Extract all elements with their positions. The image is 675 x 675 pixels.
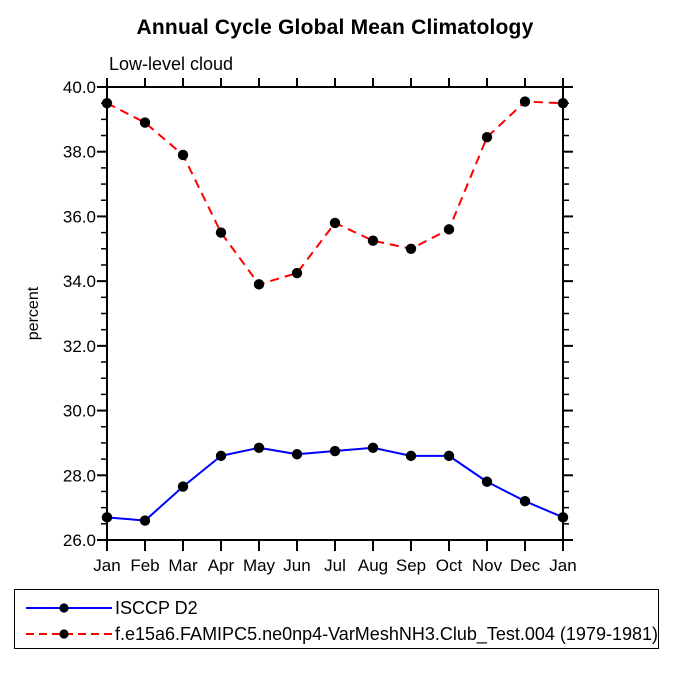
x-tick-label: Mar [168,556,198,575]
x-tick-label: Oct [436,556,463,575]
data-point-series-0 [443,450,455,462]
data-point-series-0 [253,442,265,453]
data-point-series-1 [177,149,189,161]
y-tick-label: 30.0 [63,402,96,421]
data-point-series-1 [291,267,303,279]
data-point-series-1 [405,243,417,254]
legend: ISCCP D2 f.e15a6.FAMIPC5.ne0np4-VarMeshN… [14,589,659,649]
data-point-series-0 [519,495,531,507]
data-point-series-0 [139,515,151,526]
data-point-series-1 [101,97,113,109]
data-point-series-1 [519,96,531,107]
data-point-series-0 [329,445,341,457]
legend-item-model: f.e15a6.FAMIPC5.ne0np4-VarMeshNH3.Club_T… [26,621,658,647]
y-tick-label: 28.0 [63,466,96,485]
y-tick-label: 26.0 [63,531,96,550]
x-tick-label: Aug [358,556,388,575]
data-point-series-0 [215,450,227,462]
y-axis-title: percent [25,286,42,340]
data-point-series-0 [405,450,417,462]
y-tick-label: 40.0 [63,78,96,97]
legend-label-isccp: ISCCP D2 [115,597,198,618]
data-point-series-1 [557,97,569,109]
data-point-series-1 [139,117,151,128]
data-point-series-0 [101,512,113,523]
legend-label-model: f.e15a6.FAMIPC5.ne0np4-VarMeshNH3.Club_T… [115,623,658,644]
x-tick-label: Jun [283,556,310,575]
x-tick-label: Feb [130,556,159,575]
data-point-series-1 [481,131,493,143]
legend-item-isccp: ISCCP D2 [26,595,658,621]
data-point-series-1 [215,227,227,238]
x-tick-label: Nov [472,556,503,575]
data-point-series-1 [367,235,379,246]
x-tick-label: Sep [396,556,426,575]
x-tick-label: Jul [324,556,346,575]
legend-swatch-solid-line [26,603,112,613]
data-point-series-0 [481,476,493,487]
y-tick-label: 36.0 [63,207,96,226]
x-tick-label: Jan [93,556,120,575]
legend-swatch-dashed-line [26,629,112,639]
data-point-series-1 [253,279,265,290]
data-point-series-0 [291,449,303,460]
y-tick-label: 38.0 [63,143,96,162]
x-tick-label: Apr [208,556,235,575]
series-line-1 [106,100,564,286]
data-point-series-0 [367,442,379,453]
x-tick-label: Dec [510,556,541,575]
y-tick-label: 32.0 [63,337,96,356]
data-point-series-1 [329,217,341,229]
x-tick-label: May [243,556,276,575]
chart-title: Annual Cycle Global Mean Climatology [136,16,534,39]
data-point-series-0 [557,512,569,523]
chart-subtitle: Low-level cloud [109,54,234,74]
plot-border [106,86,564,541]
data-point-series-0 [177,481,189,492]
data-point-series-1 [443,224,455,235]
series-line-0 [106,446,564,522]
y-tick-label: 34.0 [63,272,96,291]
legend-marker-dot [59,629,69,639]
annual-cycle-plot: Jan Feb Mar Apr May Jun Jul Aug Sep Oct Nov Dec Jan 2… [25,78,577,575]
x-tick-label: Jan [549,556,576,575]
legend-marker-dot [59,603,69,613]
